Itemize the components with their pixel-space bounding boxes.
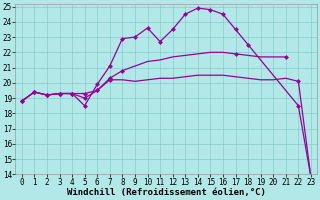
X-axis label: Windchill (Refroidissement éolien,°C): Windchill (Refroidissement éolien,°C): [67, 188, 266, 197]
